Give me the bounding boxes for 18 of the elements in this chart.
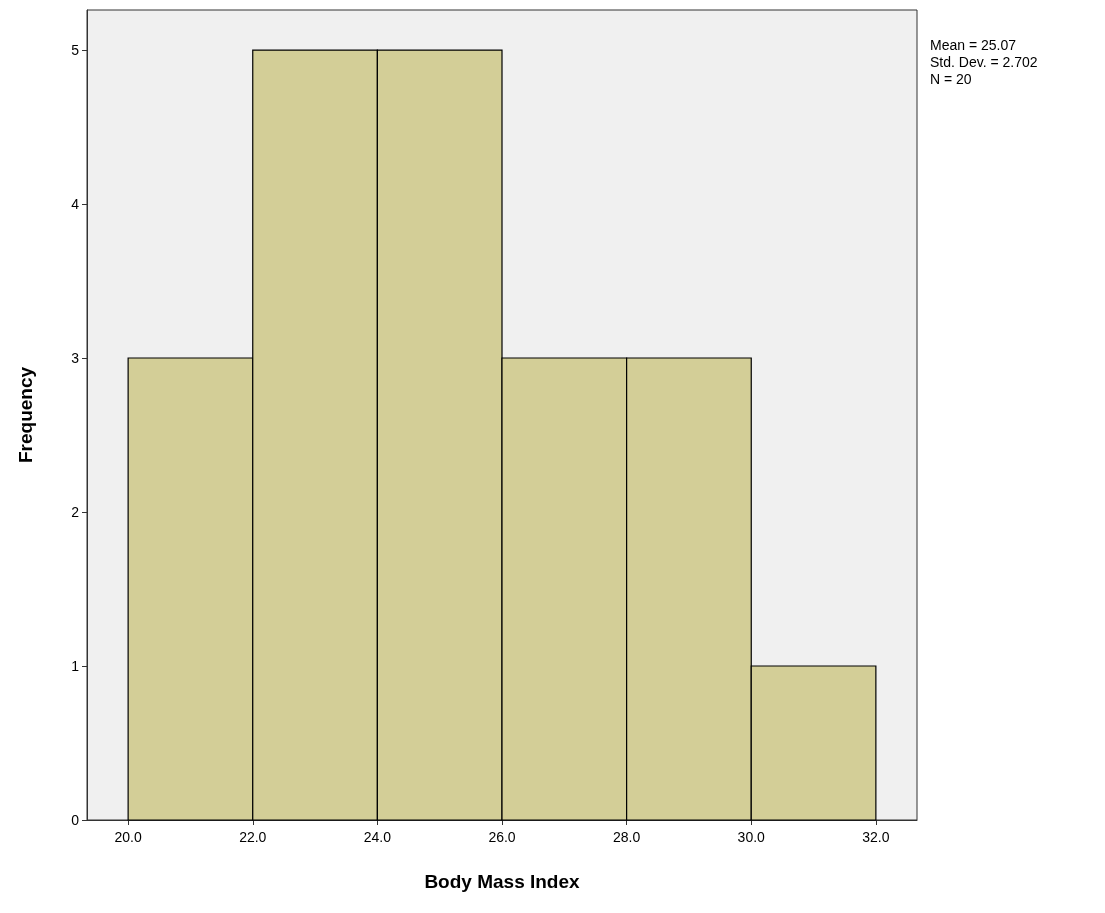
y-tick-label: 5 [71, 42, 80, 59]
y-axis-title: Frequency [15, 366, 36, 464]
y-tick-label: 2 [71, 504, 80, 521]
y-tick-label: 4 [71, 196, 80, 213]
y-tick-label: 3 [71, 350, 80, 367]
text: Mean = 25.07 [930, 37, 1017, 53]
text: N = 20 [930, 71, 972, 87]
y-tick-label: 1 [71, 658, 80, 675]
x-tick-label: 30.0 [737, 829, 766, 845]
x-tick-label: 20.0 [114, 829, 142, 845]
x-tick-label: 22.0 [239, 829, 267, 845]
x-tick-label: 26.0 [488, 829, 516, 845]
x-axis-title: Body Mass Index [424, 871, 581, 892]
y-tick-label: 0 [71, 812, 80, 828]
x-tick-label: 32.0 [862, 829, 890, 845]
x-tick-label: 28.0 [613, 829, 641, 845]
text: Std. Dev. = 2.702 [930, 54, 1038, 70]
x-tick-label: 24.0 [363, 829, 392, 845]
